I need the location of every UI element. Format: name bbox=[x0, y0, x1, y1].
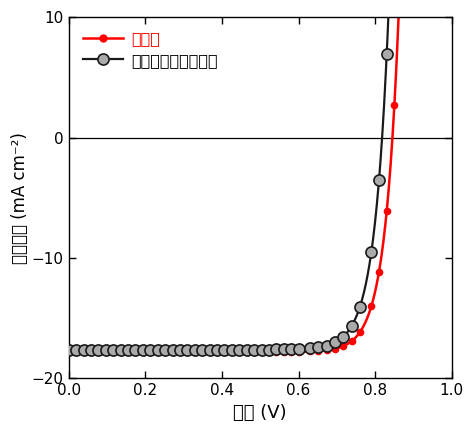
X-axis label: 電圧 (V): 電圧 (V) bbox=[234, 404, 287, 422]
Legend: 超薄型, 参照（ガラス基板）: 超薄型, 参照（ガラス基板） bbox=[77, 25, 224, 74]
Y-axis label: 電流密度 (mA cm⁻²): 電流密度 (mA cm⁻²) bbox=[11, 132, 29, 264]
